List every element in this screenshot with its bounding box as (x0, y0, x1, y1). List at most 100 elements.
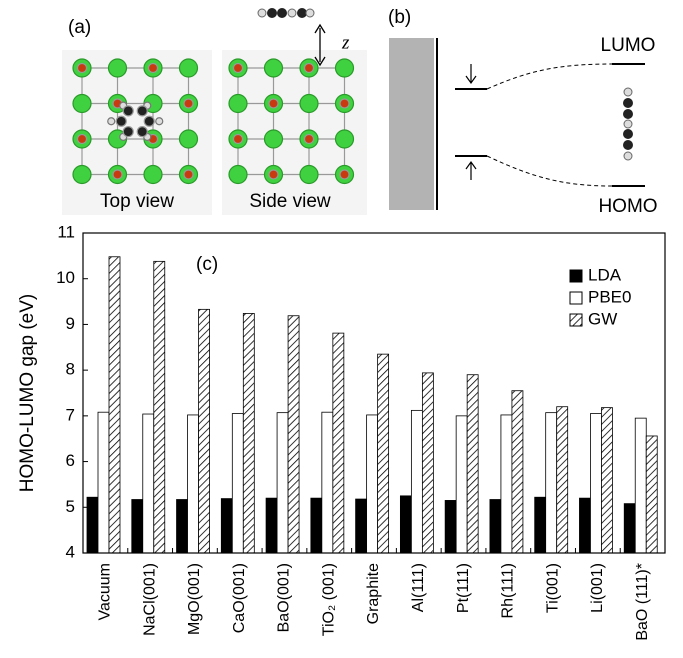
bar (466, 374, 479, 554)
view-caption: Side view (249, 191, 331, 212)
atom (72, 164, 92, 185)
bar (579, 497, 591, 554)
panel-label: (b) (388, 7, 411, 28)
bar (142, 413, 155, 554)
atom (183, 98, 194, 109)
legend-label: LDA (588, 265, 622, 284)
atom (232, 133, 244, 145)
atom (339, 98, 350, 109)
bar (410, 409, 423, 554)
panel-label: (c) (196, 254, 218, 275)
molecule-vertical (623, 87, 633, 161)
bar (187, 414, 199, 554)
height-label: z (341, 32, 350, 53)
atom (72, 93, 92, 114)
bar (265, 497, 278, 554)
plot-frame (82, 232, 666, 554)
atom (268, 98, 279, 109)
atom (232, 62, 244, 74)
x-tick-label: Li(001) (589, 563, 606, 613)
bar (455, 415, 468, 554)
atom (76, 133, 88, 145)
bar (131, 499, 144, 554)
legend-label: PBE0 (588, 287, 631, 306)
atom (299, 93, 319, 114)
bar (310, 497, 323, 554)
bar (86, 496, 99, 554)
chart: (c) HOMO-LUMO gap (eV) 4 5 6 7 8 9 10 11 Vacuum N… (17, 222, 666, 641)
bar (601, 407, 613, 554)
view-caption: Top view (100, 191, 174, 212)
atom (268, 169, 279, 180)
lattice (72, 58, 355, 185)
atom (263, 58, 284, 78)
bar (634, 417, 647, 554)
atom (339, 169, 350, 180)
x-tick-label: BaO(001) (276, 563, 293, 632)
x-tick-label: Vacuum (97, 563, 114, 621)
y-tick-label: 8 (66, 360, 75, 379)
arrow-head (314, 23, 326, 67)
x-tick-label: TiO₂ (001) (320, 563, 337, 636)
x-tick-label: Graphite (365, 563, 382, 624)
atom (115, 115, 127, 127)
atom (303, 62, 315, 74)
panel-label: (a) (68, 17, 91, 38)
atom (107, 117, 116, 126)
atom (112, 169, 123, 180)
atom (228, 93, 248, 114)
bar (287, 315, 300, 554)
atom (299, 164, 319, 185)
atom (228, 164, 248, 185)
bar (231, 413, 244, 554)
x-tick-label: NaCl(001) (141, 563, 158, 636)
atom (143, 164, 163, 185)
atom (107, 58, 128, 78)
atom (334, 129, 355, 149)
legend-swatch (569, 313, 583, 327)
atom (136, 126, 148, 138)
bar (645, 435, 658, 554)
bar (534, 496, 547, 554)
bar (220, 498, 233, 554)
legend-swatch (569, 269, 583, 283)
bar (421, 372, 434, 554)
atom (136, 105, 148, 117)
bar (153, 260, 166, 554)
bar (623, 503, 636, 554)
bar (176, 499, 188, 554)
atom (122, 126, 134, 138)
bar (377, 353, 390, 554)
atom (143, 115, 155, 127)
atom (303, 133, 315, 145)
y-tick-label: 10 (56, 268, 75, 287)
x-tick-label: Al(111) (410, 563, 427, 612)
bar (321, 411, 334, 554)
x-tick-label: BaO (111)* (634, 563, 651, 641)
bar (556, 406, 569, 554)
atom (178, 58, 199, 78)
x-tick-label: Pt(111) (455, 563, 472, 613)
y-tick-label: 4 (66, 542, 75, 561)
y-tick-label: 9 (66, 314, 75, 333)
bar (444, 500, 457, 554)
bar (500, 414, 513, 554)
x-tick-label: MgO(001) (186, 563, 203, 635)
atom (334, 58, 355, 78)
y-tick-label: 6 (66, 451, 75, 470)
bar (590, 413, 602, 554)
bar (108, 256, 121, 554)
x-tick-label: Ti(001) (544, 563, 561, 613)
bar (511, 390, 524, 554)
x-tick-label: CaO(001) (231, 563, 248, 633)
substrate (389, 38, 434, 210)
atom (178, 129, 199, 149)
y-tick-label: 7 (66, 405, 75, 424)
x-tick-label: Rh(111) (500, 563, 517, 618)
bar (97, 411, 110, 554)
bar (242, 313, 255, 554)
bar (366, 414, 379, 554)
bar (276, 412, 289, 554)
panel-a: (a) Top view Side view z (62, 8, 367, 215)
